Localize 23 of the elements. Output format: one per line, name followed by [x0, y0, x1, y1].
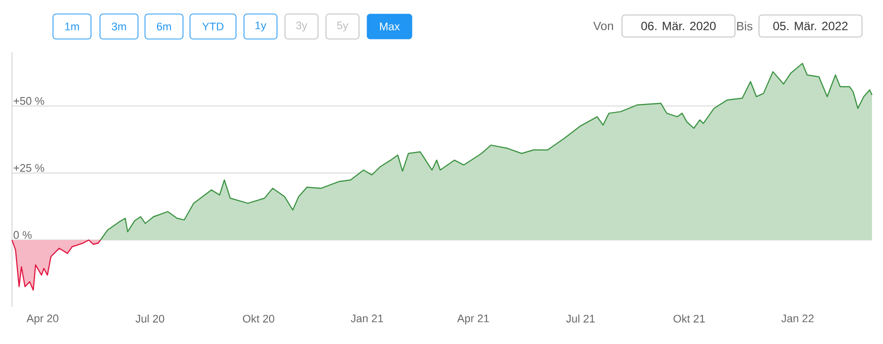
x-tick-label: Okt 21 — [674, 314, 705, 323]
x-tick-label: Jul 20 — [136, 314, 164, 323]
text: 1y — [256, 22, 266, 32]
text: 5y — [337, 22, 348, 32]
y-tick-label: 0 % — [14, 231, 32, 239]
x-tick-label: Jul 21 — [566, 314, 595, 323]
text: YTD — [202, 22, 224, 30]
text: 06. Mär. 2020 — [641, 22, 716, 30]
text: 1m — [65, 22, 79, 30]
x-tick-label: Jan 22 — [781, 314, 814, 322]
text: 05. Mär. 2022 — [773, 22, 848, 30]
text: 6m — [156, 22, 171, 30]
text: 3y — [296, 22, 308, 32]
text: Von — [593, 22, 614, 30]
y-tick-label: +25 % — [14, 164, 44, 172]
x-tick-label: Jan 21 — [350, 314, 384, 322]
y-tick-label: +50 % — [14, 97, 44, 105]
x-tick-label: Okt 20 — [242, 314, 274, 323]
x-tick-label: Apr 20 — [26, 314, 58, 324]
x-tick-label: Apr 21 — [457, 314, 489, 324]
text: Max — [380, 22, 400, 30]
text: 3m — [112, 22, 126, 30]
text: Bis — [737, 22, 752, 30]
